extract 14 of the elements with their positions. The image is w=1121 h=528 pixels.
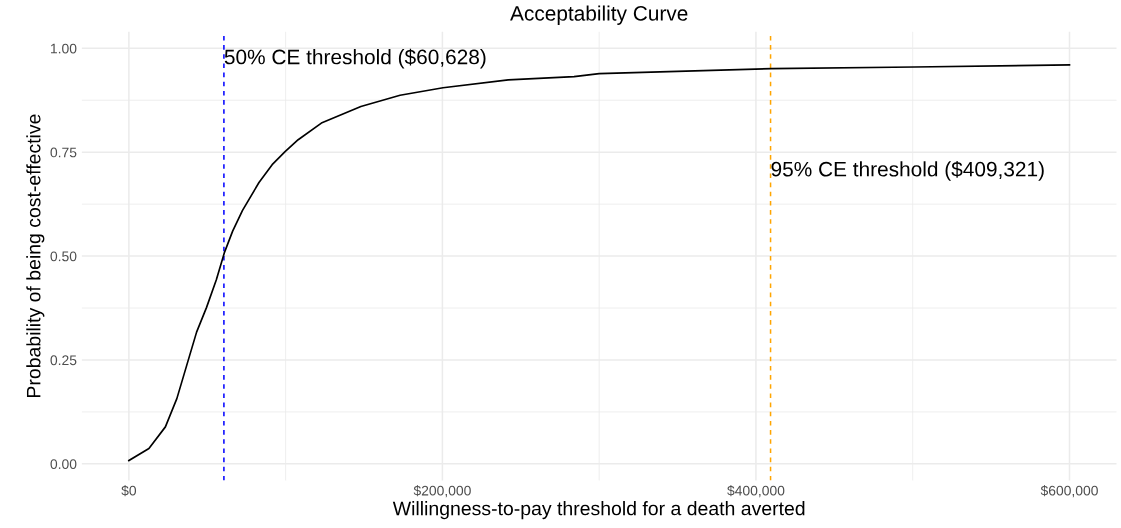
- x-tick-label: $0: [121, 485, 137, 497]
- ref-line-label: 95% CE threshold ($409,321): [771, 160, 1044, 181]
- x-axis-title: Willingness-to-pay threshold for a death averted: [392, 501, 805, 520]
- x-tick-label: $200,000: [413, 485, 471, 498]
- x-tick-label: $400,000: [727, 485, 785, 498]
- y-tick-label: 1.00: [51, 43, 77, 54]
- y-tick-label: 0.75: [50, 147, 77, 158]
- y-axis-title: Probability of being cost-effective: [26, 114, 45, 397]
- chart-title: Acceptability Curve: [510, 5, 688, 25]
- y-tick-label: 0.50: [50, 251, 77, 262]
- ref-line-label: 50% CE threshold ($60,628): [224, 48, 486, 69]
- y-tick-label: 0.25: [50, 355, 77, 366]
- x-tick-label: $600,000: [1040, 485, 1098, 498]
- y-tick-label: 0.00: [50, 459, 77, 470]
